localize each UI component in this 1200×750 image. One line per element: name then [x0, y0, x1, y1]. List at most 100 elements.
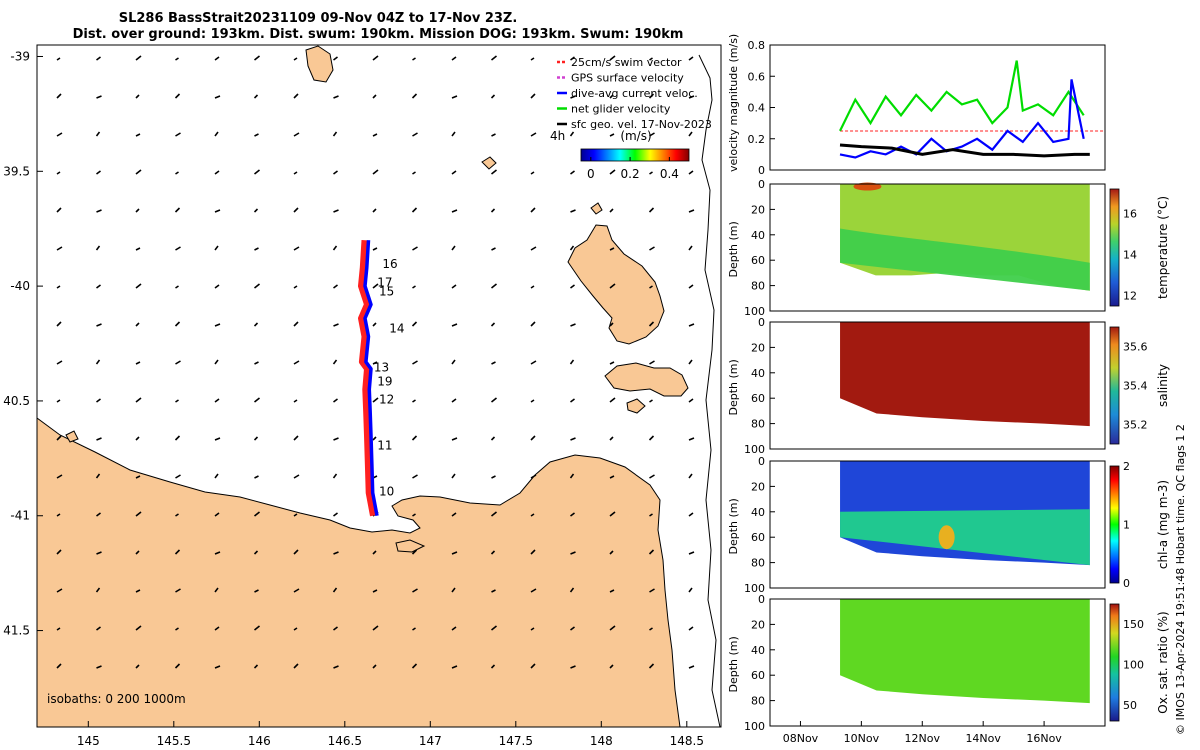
velocity-arrow — [293, 285, 298, 289]
colorbar-tick-label: 16 — [1123, 208, 1137, 221]
map-x-tick-label: 145 — [77, 734, 100, 748]
land-islet — [65, 430, 79, 443]
velocity-arrow — [649, 360, 655, 365]
map-y-tick-label: 39.5 — [3, 164, 30, 178]
velocity-arrow — [175, 360, 181, 365]
land-flinders-island — [567, 224, 665, 345]
velocity-arrow — [411, 207, 418, 213]
velocity-arrow — [570, 323, 576, 327]
velocity-arrow — [491, 247, 496, 251]
velocity-arrow — [609, 208, 614, 213]
velocity-arrow — [174, 207, 181, 213]
panel-3: 0 20 40 60 80 100 Depth (m) 35.2 35.4 35.6 salinit… — [727, 316, 1170, 456]
y-tick-label: 20 — [751, 203, 765, 216]
velocity-arrow — [135, 361, 141, 365]
velocity-arrow — [688, 56, 694, 61]
velocity-arrow — [135, 511, 142, 517]
map-y-tick-label: -41 — [10, 509, 30, 523]
map-y-tick-label: -39 — [10, 49, 30, 63]
day-label: 14 — [389, 321, 404, 335]
velocity-arrow — [253, 94, 259, 99]
colorbar-tick-label: 150 — [1123, 618, 1144, 631]
velocity-arrow — [688, 437, 695, 441]
velocity-arrow — [293, 435, 299, 441]
velocity-arrow — [254, 169, 260, 175]
swim-vector-track — [358, 240, 376, 517]
velocity-arrow — [96, 56, 101, 61]
velocity-arrow — [175, 132, 181, 137]
velocity-arrow — [333, 551, 339, 555]
velocity-arrow — [214, 284, 220, 289]
velocity-arrow — [254, 589, 259, 593]
velocity-arrow — [451, 359, 456, 365]
y-tick-label: 0.2 — [748, 133, 766, 146]
side-credit-label: © IMOS 13-Apr-2024 19:51:48 Hobart time.… — [1174, 424, 1187, 735]
velocity-arrow — [412, 474, 418, 479]
velocity-arrow — [56, 207, 62, 213]
map-x-tick-label: 147 — [419, 734, 442, 748]
map-frame — [36, 44, 722, 728]
velocity-arrow — [688, 512, 694, 517]
velocity-arrow — [490, 322, 496, 327]
velocity-arrow — [649, 474, 655, 479]
velocity-arrow — [609, 361, 615, 365]
profile-field — [840, 599, 1090, 704]
velocity-arrow — [293, 132, 300, 137]
velocity-series-line — [839, 60, 1085, 132]
panel-frame — [769, 183, 1106, 312]
velocity-arrow — [332, 359, 338, 365]
velocity-arrow — [254, 511, 260, 517]
velocity-arrow — [175, 474, 181, 479]
velocity-arrow — [293, 513, 298, 517]
velocity-arrow — [688, 665, 695, 669]
velocity-arrow — [214, 245, 219, 251]
map-x-tick-label: 148 — [590, 734, 613, 748]
velocity-arrow — [95, 131, 101, 137]
y-axis-label: Depth (m) — [727, 636, 740, 692]
colorbar-tick-label: 2 — [1123, 460, 1130, 473]
panel-1: 0 0.2 0.4 0.6 0.8 velocity magnitude (m/s) — [727, 34, 1106, 177]
y-tick-label: 0 — [758, 455, 765, 468]
velocity-arrow — [135, 589, 141, 593]
y-tick-label: 40 — [751, 229, 765, 242]
day-label: 12 — [379, 393, 394, 407]
velocity-arrow — [649, 246, 655, 251]
y-tick-label: 60 — [751, 669, 765, 682]
velocity-arrow — [649, 285, 653, 289]
velocity-arrow — [530, 57, 535, 61]
velocity-arrow — [95, 473, 101, 479]
velocity-arrow — [135, 169, 142, 175]
y-tick-label: 60 — [751, 254, 765, 267]
velocity-arrow — [609, 589, 615, 593]
velocity-arrow — [253, 664, 259, 669]
velocity-arrow — [333, 437, 339, 441]
velocity-arrow — [174, 321, 181, 327]
velocity-arrow — [412, 132, 418, 137]
velocity-arrow — [570, 398, 575, 403]
figure-title-line1: SL286 BassStrait20231109 09-Nov 04Z to 1… — [119, 11, 518, 26]
velocity-arrow — [412, 513, 416, 517]
velocity-arrow — [609, 397, 616, 403]
velocity-arrow — [412, 246, 418, 251]
velocity-arrow — [570, 437, 576, 441]
colorbar-label: chl-a (mg m-3) — [1156, 480, 1170, 569]
velocity-arrow — [135, 625, 142, 631]
velocity-arrow — [333, 626, 338, 631]
velocity-arrow — [649, 627, 653, 631]
y-tick-label: 80 — [751, 418, 765, 431]
velocity-arrow — [530, 627, 535, 631]
day-label: 13 — [374, 360, 389, 374]
velocity-arrow — [411, 321, 418, 327]
legend-label: sfc geo. vel. 17-Nov-2023 — [571, 118, 712, 131]
velocity-arrow — [96, 665, 102, 669]
surface-velocity-arrows — [56, 55, 695, 669]
velocity-arrow — [412, 627, 416, 631]
velocity-arrow — [175, 57, 179, 61]
colorbar-tick-label: 50 — [1123, 699, 1137, 712]
velocity-arrow — [372, 322, 377, 327]
velocity-arrow — [451, 323, 458, 327]
velocity-arrow — [411, 93, 418, 99]
